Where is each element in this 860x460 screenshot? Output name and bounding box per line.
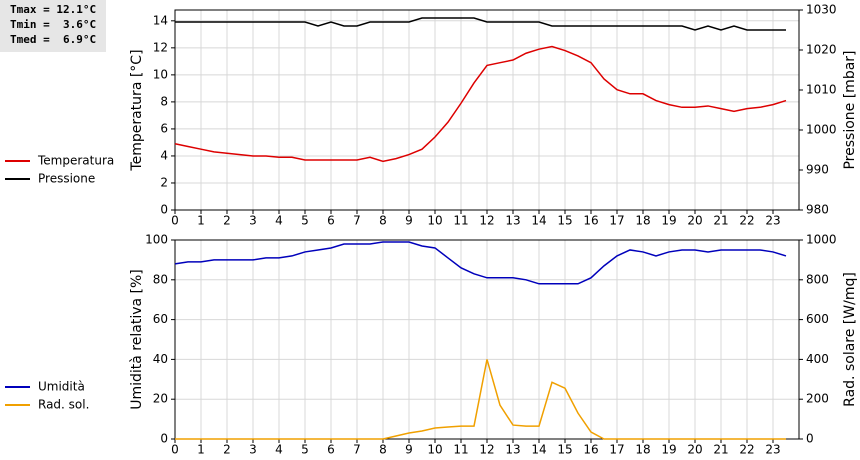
x-tick-label: 16 bbox=[583, 214, 598, 228]
y2-tick-label: 1020 bbox=[806, 43, 837, 57]
x-tick-label: 10 bbox=[427, 443, 442, 457]
x-tick-label: 4 bbox=[275, 214, 283, 228]
y-tick-label: 4 bbox=[160, 148, 168, 162]
y-tick-label: 0 bbox=[160, 432, 168, 446]
y2-tick-label: 600 bbox=[806, 312, 829, 326]
x-tick-label: 17 bbox=[609, 443, 624, 457]
legend-label: Umidità bbox=[38, 380, 85, 394]
x-tick-label: 1 bbox=[197, 443, 205, 457]
x-tick-label: 14 bbox=[531, 443, 546, 457]
data-line bbox=[174, 45, 787, 163]
y2-tick-label: 200 bbox=[806, 392, 829, 406]
x-tick-label: 22 bbox=[739, 443, 754, 457]
y2-tick-label: 1000 bbox=[806, 123, 837, 137]
x-tick-label: 8 bbox=[379, 443, 387, 457]
x-tick-label: 21 bbox=[713, 443, 728, 457]
y-tick-label: 0 bbox=[160, 203, 168, 217]
y2-tick-label: 980 bbox=[806, 203, 829, 217]
y-tick-label: 12 bbox=[153, 40, 168, 54]
y2-tick-label: 0 bbox=[806, 432, 814, 446]
x-tick-label: 0 bbox=[171, 443, 179, 457]
y-tick-label: 10 bbox=[153, 67, 168, 81]
x-tick-label: 12 bbox=[479, 443, 494, 457]
y2-axis-title: Rad. solare [W/mq] bbox=[842, 272, 858, 407]
legend-label: Temperatura bbox=[37, 154, 114, 168]
x-tick-label: 4 bbox=[275, 443, 283, 457]
y-axis-title: Umidità relativa [%] bbox=[129, 269, 145, 410]
x-tick-label: 23 bbox=[765, 214, 780, 228]
x-tick-label: 3 bbox=[249, 443, 257, 457]
y2-tick-label: 1000 bbox=[806, 233, 837, 247]
x-tick-label: 7 bbox=[353, 443, 361, 457]
y-tick-label: 100 bbox=[145, 233, 168, 247]
y-tick-label: 20 bbox=[153, 392, 168, 406]
y2-axis-title: Pressione [mbar] bbox=[842, 50, 858, 169]
data-line bbox=[175, 359, 786, 440]
x-tick-label: 15 bbox=[557, 443, 572, 457]
y-tick-label: 2 bbox=[160, 175, 168, 189]
x-tick-label: 19 bbox=[661, 443, 676, 457]
summary-box bbox=[0, 0, 106, 52]
y-tick-label: 8 bbox=[160, 94, 168, 108]
plot-frame bbox=[174, 9, 800, 211]
x-tick-label: 18 bbox=[635, 443, 650, 457]
y2-tick-label: 1010 bbox=[806, 83, 837, 97]
plot-frame bbox=[174, 239, 800, 440]
x-tick-label: 16 bbox=[583, 443, 598, 457]
y2-tick-label: 1030 bbox=[806, 3, 837, 17]
x-tick-label: 6 bbox=[327, 214, 335, 228]
summary-text: Tmed = 6.9°C bbox=[10, 33, 96, 46]
x-tick-label: 14 bbox=[531, 214, 546, 228]
x-tick-label: 23 bbox=[765, 443, 780, 457]
x-tick-label: 5 bbox=[301, 443, 309, 457]
y-tick-label: 6 bbox=[160, 121, 168, 135]
x-tick-label: 20 bbox=[687, 214, 702, 228]
data-line bbox=[175, 17, 786, 31]
x-tick-label: 22 bbox=[739, 214, 754, 228]
x-tick-label: 20 bbox=[687, 443, 702, 457]
x-tick-label: 1 bbox=[197, 214, 205, 228]
y2-tick-label: 400 bbox=[806, 352, 829, 366]
x-tick-label: 10 bbox=[427, 214, 442, 228]
x-tick-label: 7 bbox=[353, 214, 361, 228]
x-tick-label: 13 bbox=[505, 443, 520, 457]
x-tick-label: 21 bbox=[713, 214, 728, 228]
x-tick-label: 18 bbox=[635, 214, 650, 228]
legend-label: Pressione bbox=[38, 172, 95, 186]
data-line bbox=[174, 241, 787, 285]
summary-text: Tmin = 3.6°C bbox=[10, 18, 96, 31]
x-tick-label: 15 bbox=[557, 214, 572, 228]
summary-text: Tmax = 12.1°C bbox=[10, 3, 96, 16]
x-tick-label: 0 bbox=[171, 214, 179, 228]
x-tick-label: 2 bbox=[223, 443, 231, 457]
x-tick-label: 3 bbox=[249, 214, 257, 228]
y2-tick-label: 990 bbox=[806, 163, 829, 177]
y-tick-label: 80 bbox=[153, 272, 168, 286]
x-tick-label: 11 bbox=[453, 214, 468, 228]
y-tick-label: 60 bbox=[153, 312, 168, 326]
y-tick-label: 40 bbox=[153, 352, 168, 366]
x-tick-label: 19 bbox=[661, 214, 676, 228]
y2-tick-label: 800 bbox=[806, 272, 829, 286]
legend-label: Rad. sol. bbox=[38, 398, 89, 412]
x-tick-label: 5 bbox=[301, 214, 309, 228]
x-tick-label: 11 bbox=[453, 443, 468, 457]
x-tick-label: 2 bbox=[223, 214, 231, 228]
x-tick-label: 17 bbox=[609, 214, 624, 228]
x-tick-label: 12 bbox=[479, 214, 494, 228]
x-tick-label: 6 bbox=[327, 443, 335, 457]
x-tick-label: 13 bbox=[505, 214, 520, 228]
x-tick-label: 9 bbox=[405, 214, 413, 228]
y-axis-title: Temperatura [°C] bbox=[129, 49, 145, 171]
x-tick-label: 9 bbox=[405, 443, 413, 457]
x-tick-label: 8 bbox=[379, 214, 387, 228]
y-tick-label: 14 bbox=[153, 13, 168, 27]
